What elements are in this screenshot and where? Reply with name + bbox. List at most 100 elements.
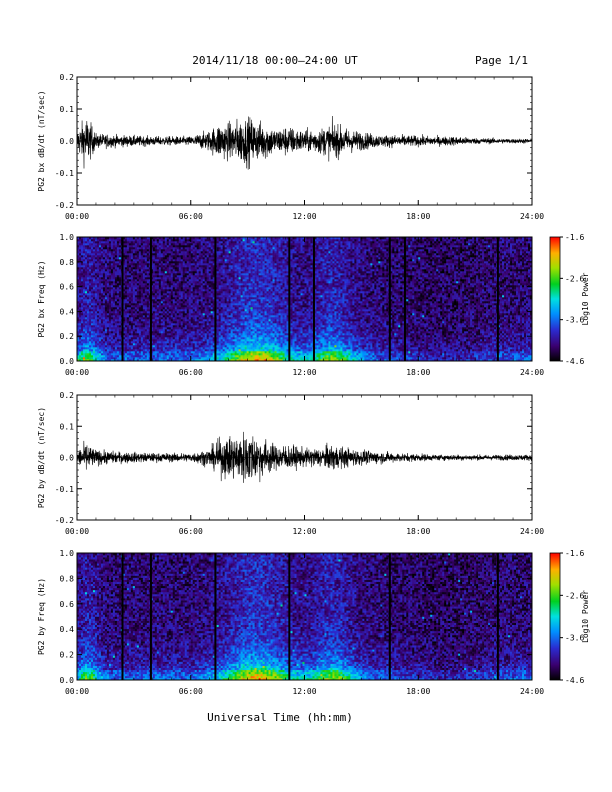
heatmap-cell bbox=[197, 355, 199, 357]
heatmap-cell bbox=[209, 317, 211, 319]
heatmap-cell bbox=[211, 305, 213, 307]
heatmap-cell bbox=[143, 311, 145, 313]
heatmap-cell bbox=[95, 301, 97, 303]
heatmap-cell bbox=[95, 271, 97, 273]
heatmap-cell bbox=[197, 249, 199, 251]
heatmap-cell bbox=[113, 301, 115, 303]
heatmap-cell bbox=[195, 267, 197, 269]
heatmap-cell bbox=[209, 251, 211, 253]
heatmap-cell bbox=[159, 241, 161, 243]
heatmap-cell bbox=[91, 243, 93, 245]
heatmap-cell bbox=[87, 263, 89, 265]
heatmap-cell bbox=[225, 353, 227, 355]
heatmap-cell bbox=[81, 241, 83, 243]
heatmap-cell bbox=[81, 341, 83, 343]
heatmap-cell bbox=[93, 267, 95, 269]
heatmap-cell bbox=[205, 297, 207, 299]
heatmap-cell bbox=[143, 281, 145, 283]
heatmap-cell bbox=[79, 247, 81, 249]
heatmap-cell bbox=[135, 273, 137, 275]
heatmap-cell bbox=[111, 261, 113, 263]
heatmap-cell bbox=[147, 239, 149, 241]
heatmap-cell bbox=[127, 341, 129, 343]
heatmap-cell bbox=[113, 331, 115, 333]
heatmap-cell bbox=[111, 257, 113, 259]
heatmap-cell bbox=[99, 329, 101, 331]
heatmap-cell bbox=[165, 253, 167, 255]
heatmap-cell bbox=[83, 351, 85, 353]
heatmap-cell bbox=[195, 351, 197, 353]
heatmap-cell bbox=[187, 259, 189, 261]
heatmap-cell bbox=[135, 271, 137, 273]
heatmap-cell bbox=[127, 331, 129, 333]
heatmap-cell bbox=[191, 337, 193, 339]
heatmap-cell bbox=[171, 297, 173, 299]
page-indicator: Page 1/1 bbox=[475, 54, 528, 67]
heatmap-cell bbox=[225, 351, 227, 353]
heatmap-cell bbox=[223, 335, 225, 337]
heatmap-cell bbox=[127, 301, 129, 303]
heatmap-cell bbox=[115, 323, 117, 325]
heatmap-cell bbox=[217, 255, 219, 257]
heatmap-cell bbox=[89, 273, 91, 275]
heatmap-cell bbox=[119, 257, 121, 259]
heatmap-cell bbox=[105, 343, 107, 345]
heatmap-cell bbox=[117, 347, 119, 349]
heatmap-cell bbox=[133, 241, 135, 243]
heatmap-cell bbox=[191, 287, 193, 289]
heatmap-cell bbox=[81, 333, 83, 335]
heatmap-cell bbox=[221, 325, 223, 327]
heatmap-cell bbox=[95, 295, 97, 297]
heatmap-cell bbox=[203, 301, 205, 303]
heatmap-cell bbox=[201, 297, 203, 299]
heatmap-cell bbox=[197, 335, 199, 337]
heatmap-cell bbox=[131, 263, 133, 265]
heatmap-cell bbox=[131, 353, 133, 355]
heatmap-cell bbox=[221, 265, 223, 267]
heatmap-cell bbox=[169, 329, 171, 331]
heatmap-cell bbox=[187, 327, 189, 329]
heatmap-cell bbox=[195, 333, 197, 335]
heatmap-cell bbox=[85, 347, 87, 349]
heatmap-cell bbox=[207, 303, 209, 305]
heatmap-cell bbox=[217, 347, 219, 349]
heatmap-cell bbox=[219, 253, 221, 255]
heatmap-cell bbox=[153, 333, 155, 335]
heatmap-cell bbox=[187, 321, 189, 323]
heatmap-cell bbox=[199, 309, 201, 311]
heatmap-cell bbox=[187, 293, 189, 295]
heatmap-cell bbox=[147, 281, 149, 283]
heatmap-cell bbox=[155, 341, 157, 343]
heatmap-cell bbox=[147, 251, 149, 253]
heatmap-cell bbox=[191, 319, 193, 321]
heatmap-cell bbox=[113, 317, 115, 319]
heatmap-cell bbox=[115, 257, 117, 259]
heatmap-cell bbox=[99, 247, 101, 249]
heatmap-cell bbox=[79, 283, 81, 285]
heatmap-cell bbox=[181, 275, 183, 277]
heatmap-cell bbox=[159, 295, 161, 297]
heatmap-cell bbox=[229, 347, 231, 349]
heatmap-cell bbox=[95, 281, 97, 283]
heatmap-cell bbox=[185, 291, 187, 293]
heatmap-cell bbox=[183, 259, 185, 261]
heatmap-cell bbox=[87, 335, 89, 337]
heatmap-cell bbox=[141, 277, 143, 279]
heatmap-cell bbox=[177, 343, 179, 345]
heatmap-cell bbox=[165, 283, 167, 285]
heatmap-cell bbox=[131, 287, 133, 289]
heatmap-cell bbox=[223, 283, 225, 285]
heatmap-cell bbox=[193, 289, 195, 291]
heatmap-cell bbox=[93, 263, 95, 265]
heatmap-cell bbox=[147, 309, 149, 311]
heatmap-cell bbox=[91, 253, 93, 255]
heatmap-cell bbox=[137, 277, 139, 279]
heatmap-cell bbox=[225, 313, 227, 315]
heatmap-cell bbox=[165, 335, 167, 337]
heatmap-cell bbox=[229, 299, 231, 301]
heatmap-cell bbox=[119, 327, 121, 329]
heatmap-cell bbox=[229, 317, 231, 319]
heatmap-cell bbox=[233, 357, 235, 359]
heatmap-cell bbox=[183, 251, 185, 253]
heatmap-cell bbox=[87, 279, 89, 281]
